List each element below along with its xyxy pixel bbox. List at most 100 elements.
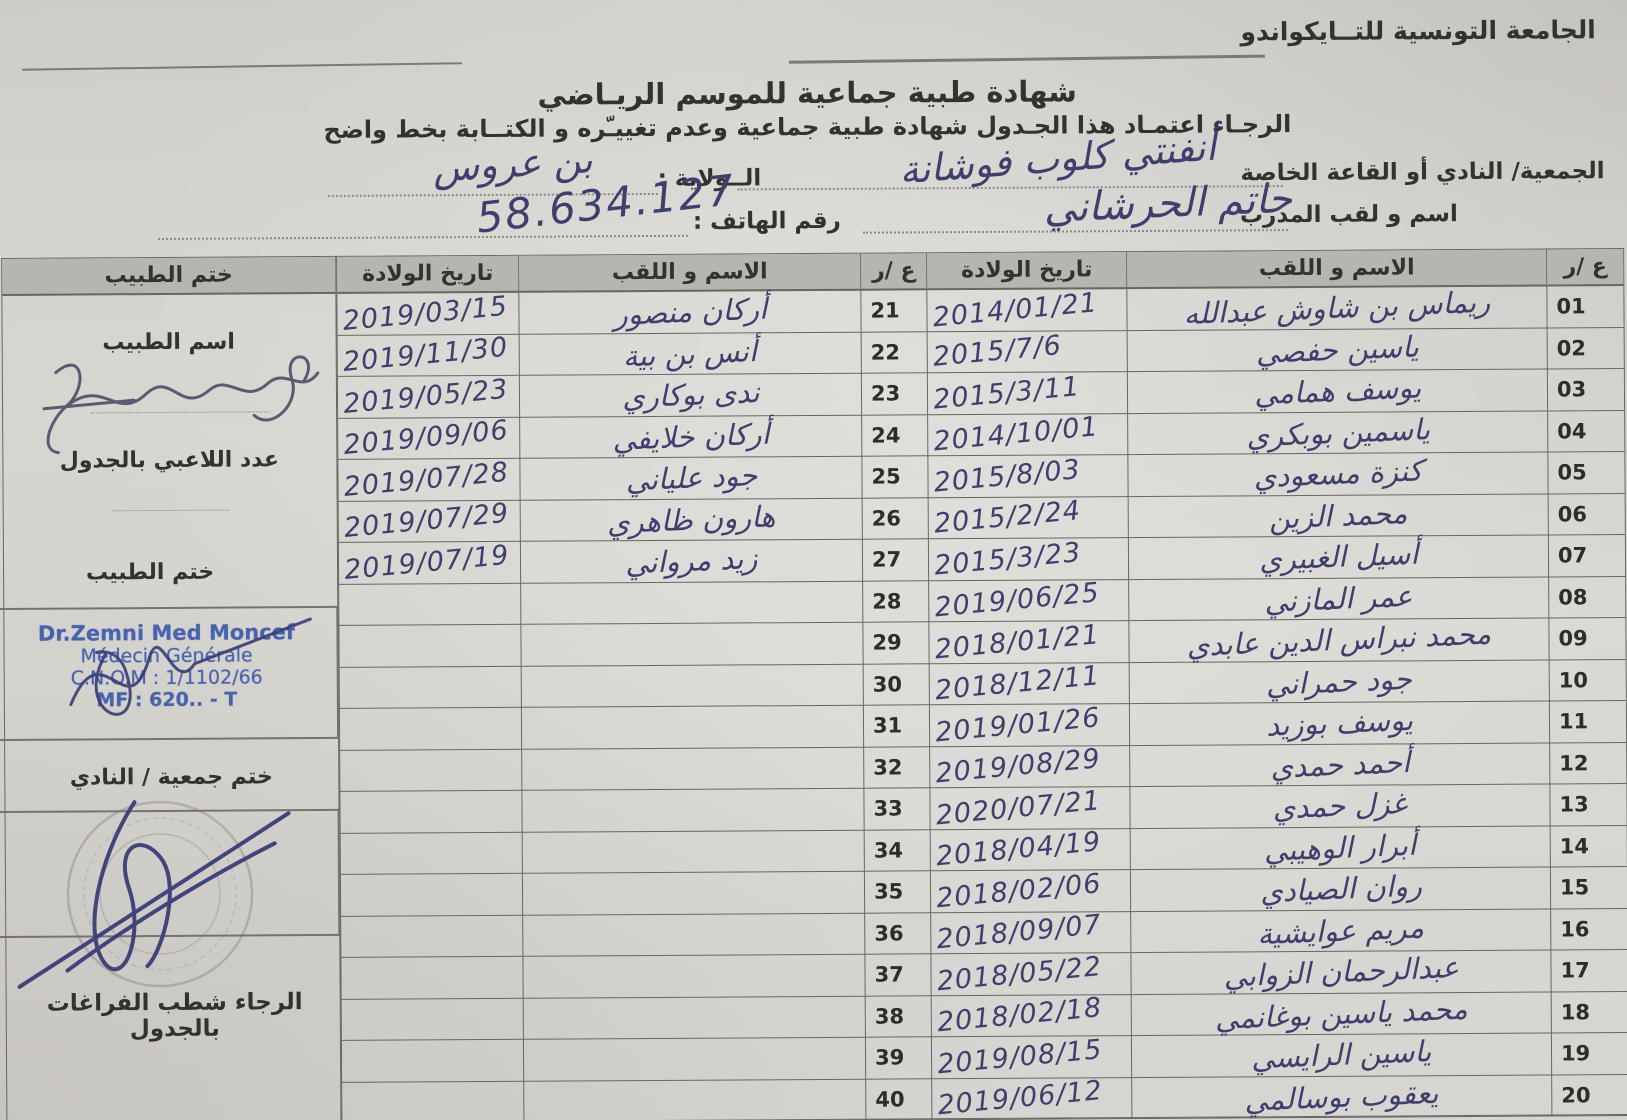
player-name-left: [521, 581, 864, 625]
certificate-title: شهادة طبية جماعية للموسم الريـاضي: [537, 74, 1078, 112]
birth-date-left: [342, 1081, 525, 1120]
note-cross-blanks: الرجاء شطب الفراغات بالجدول: [46, 989, 303, 1043]
birth-date-left: [339, 666, 522, 709]
birth-date-left: 2019/09/06: [338, 415, 521, 461]
birth-date-right: 2019/01/26: [929, 702, 1131, 748]
player-name-left: [522, 830, 865, 874]
player-name-right: يعقوب بوسالمي: [1132, 1074, 1553, 1120]
birth-date-right: 2018/01/21: [929, 619, 1130, 665]
row-number-right: 17: [1551, 950, 1627, 992]
row-number-right: 11: [1549, 701, 1627, 744]
birth-date-left: 2019/11/30: [337, 332, 520, 378]
birth-date-left: [339, 583, 522, 626]
row-number-right: 12: [1550, 742, 1627, 785]
birth-date-left: 2019/05/23: [337, 373, 521, 420]
row-number-mid: 39: [865, 1037, 933, 1080]
birth-date-right: 2015/8/03: [928, 454, 1129, 498]
birth-date-right: 2014/10/01: [928, 411, 1129, 458]
birth-date-right: 2020/07/21: [930, 785, 1131, 831]
player-name-left: زيد مرواني: [520, 539, 864, 584]
player-name-left: [522, 747, 865, 791]
player-name-left: جود علياني: [520, 456, 863, 501]
row-number-right: 16: [1551, 908, 1627, 951]
player-name-right: ياسمين بوبكري: [1128, 411, 1549, 456]
col-header-name-left: الاسم و اللقب: [519, 253, 862, 293]
player-name-right: عبدالرحمان الزوابي: [1131, 950, 1552, 995]
col-header-name-right: الاسم و اللقب: [1127, 249, 1548, 290]
player-name-left: أنس بن بية: [519, 332, 862, 376]
birth-date-left: [341, 1039, 525, 1083]
player-name-right: يوسف همامي: [1127, 369, 1549, 414]
player-name-right: روان الصيادي: [1130, 867, 1552, 912]
club-stamp-signature: [17, 800, 291, 989]
player-name-left: [523, 954, 866, 999]
birth-date-left: 2019/07/28: [338, 456, 521, 503]
row-number-right: 01: [1547, 286, 1624, 329]
player-name-right: يوسف بوزيد: [1129, 701, 1551, 746]
row-number-mid: 22: [861, 331, 928, 374]
birth-date-right: 2018/02/18: [931, 992, 1132, 1039]
birth-date-right: 2015/2/24: [928, 495, 1129, 540]
players-grid: تاريخ الولادة الاسم و اللقب ع /ر تاريخ ا…: [336, 248, 1627, 1120]
birth-date-right: 2019/08/29: [930, 743, 1131, 790]
doctor-stamp-label: ختم الطبيب: [85, 559, 215, 586]
row-number-mid: 27: [862, 539, 930, 582]
row-number-mid: 25: [862, 456, 929, 499]
birth-date-left: 2019/03/15: [337, 290, 520, 337]
row-number-mid: 32: [864, 746, 931, 789]
row-number-mid: 26: [862, 497, 929, 540]
birth-date-left: [341, 956, 524, 1000]
player-name-left: [522, 871, 866, 916]
player-name-right: كنزة مسعودي: [1128, 452, 1549, 497]
birth-date-right: 2014/01/21: [927, 287, 1128, 333]
row-number-right: 08: [1549, 576, 1626, 619]
doctor-stamp-signature: [69, 617, 312, 716]
birth-date-left: [340, 749, 523, 792]
player-name-left: [523, 1037, 867, 1082]
col-header-dob-right: تاريخ الولادة: [927, 252, 1128, 291]
row-number-mid: 36: [865, 912, 932, 955]
row-number-mid: 35: [864, 871, 932, 914]
birth-date-left: [340, 832, 523, 875]
row-number-mid: 34: [864, 829, 931, 872]
birth-date-right: 2018/09/07: [931, 909, 1132, 956]
col-header-num-mid: ع /ر: [861, 253, 928, 291]
row-number-mid: 37: [865, 954, 932, 997]
birth-date-left: 2019/07/19: [338, 539, 522, 586]
player-name-right: ياسين حفصي: [1127, 328, 1548, 373]
row-number-right: 14: [1550, 825, 1627, 868]
row-number-right: 05: [1548, 452, 1625, 495]
birth-date-left: [340, 790, 523, 834]
row-number-right: 07: [1548, 535, 1626, 578]
player-name-left: [521, 705, 865, 750]
birth-date-left: [339, 624, 522, 668]
row-number-right: 09: [1549, 618, 1626, 661]
club-round-stamp: [66, 800, 254, 988]
player-name-left: [523, 913, 866, 957]
birth-date-right: 2019/06/25: [929, 577, 1130, 624]
blank-top-line: [21, 62, 462, 71]
player-name-left: أركان خلايفي: [520, 415, 863, 459]
player-name-right: محمد الزين: [1128, 494, 1549, 539]
player-name-left: هارون ظاهري: [520, 498, 863, 542]
player-name-left: ندى بوكاري: [519, 373, 863, 418]
birth-date-right: 2015/7/6: [927, 330, 1128, 374]
birth-date-right: 2018/02/06: [930, 868, 1132, 914]
phone-field-line: [158, 234, 689, 240]
row-number-right: 18: [1551, 991, 1627, 1034]
birth-date-left: [341, 998, 524, 1041]
birth-date-right: 2018/12/11: [929, 660, 1130, 707]
birth-date-right: 2015/3/23: [928, 537, 1130, 581]
table-body: 2019/03/15 أركان منصور 21 2014/01/21 ريم…: [337, 285, 1627, 1120]
player-name-right: محمد نبراس الدين عابدي: [1129, 617, 1550, 663]
birth-date-left: 2019/07/29: [338, 498, 521, 544]
row-number-right: 13: [1550, 784, 1627, 827]
doctor-signature: [42, 355, 320, 455]
row-number-mid: 40: [866, 1078, 933, 1120]
row-number-mid: 28: [863, 580, 930, 623]
federation-name: الجامعة التونسية للتــايكواندو: [1240, 15, 1596, 47]
player-name-left: [524, 1079, 867, 1120]
birth-date-left: [340, 873, 524, 917]
